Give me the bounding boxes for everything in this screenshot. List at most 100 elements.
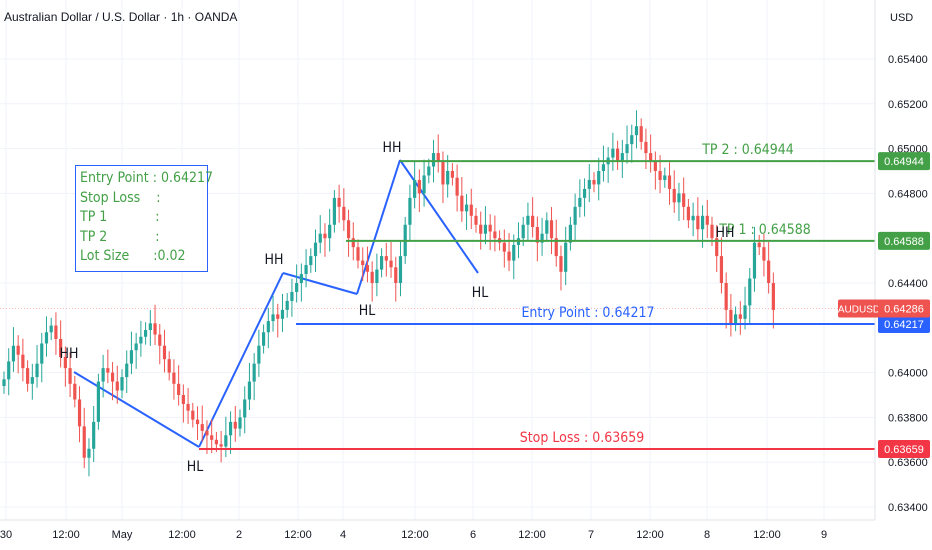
candle-body: [380, 256, 384, 270]
candle-body: [243, 399, 247, 418]
candle-body: [464, 204, 469, 212]
candle-body: [422, 175, 426, 194]
candle-body: [172, 372, 176, 384]
price-tick-label: 0.63800: [888, 412, 928, 424]
candle-body: [620, 153, 624, 163]
time-tick-label: 12:00: [753, 529, 781, 541]
time-tick-label: 12:00: [52, 529, 80, 541]
time-tick-label: 12:00: [636, 529, 664, 541]
candle-body: [531, 215, 535, 227]
candle-body: [649, 153, 653, 163]
candle-body: [219, 444, 223, 447]
candle-body: [181, 395, 185, 404]
price-tag-bg-tp2: [878, 152, 930, 171]
candle-body: [601, 164, 606, 171]
candle-body: [346, 220, 351, 239]
candle-body: [120, 377, 124, 391]
pattern-label: HL: [187, 459, 204, 475]
candle-body: [436, 153, 440, 163]
price-tag-tp1: 0.64588: [884, 236, 924, 248]
price-axis[interactable]: 0.654000.652000.650000.648000.644000.640…: [838, 0, 932, 520]
candle-body: [634, 126, 639, 136]
candle-body: [748, 278, 752, 306]
candle-body: [762, 247, 766, 261]
time-tick-label: 2: [236, 529, 242, 541]
candle-body: [295, 283, 299, 292]
candle-body: [177, 383, 181, 395]
pattern-label: HH: [383, 140, 402, 156]
candle-body: [431, 153, 436, 167]
candle-body: [384, 256, 388, 261]
swing-segment: [399, 159, 479, 274]
pattern-label: HH: [265, 252, 284, 268]
candle-body: [398, 256, 403, 283]
pattern-label: HH: [60, 346, 79, 362]
time-tick-label: 9: [821, 529, 827, 541]
candle-body: [92, 421, 96, 449]
candle-body: [408, 197, 412, 225]
candle-body: [247, 381, 252, 400]
candle-body: [153, 323, 157, 335]
candle-body: [162, 345, 167, 360]
candle-body: [73, 383, 77, 400]
candle-body: [299, 274, 303, 283]
candle-body: [568, 224, 572, 243]
swing-segment: [73, 371, 200, 448]
swing-segment: [282, 272, 358, 295]
candle-body: [365, 265, 370, 272]
candle-body: [493, 231, 497, 239]
price-tick-label: 0.65200: [888, 99, 928, 111]
candle-body: [441, 162, 445, 185]
candle-body: [469, 204, 473, 216]
candle-body: [512, 244, 516, 261]
time-tick-label: 12:00: [401, 529, 429, 541]
price-tick-label: 0.63600: [888, 457, 928, 469]
candle-body: [148, 323, 152, 331]
time-tick-label: 12:00: [518, 529, 546, 541]
candle-body: [389, 260, 393, 268]
candle-body: [257, 345, 261, 364]
candle-body: [82, 426, 86, 458]
time-tick-label: 6: [470, 529, 476, 541]
candle-body: [724, 283, 728, 310]
candle-body: [771, 283, 775, 310]
trade-info-box[interactable]: Entry Point : 0.64217 Stop Loss : TP 1 :…: [75, 165, 213, 272]
currency-label[interactable]: USD: [890, 12, 914, 24]
candle-body: [328, 224, 332, 239]
time-tick-label: 7: [588, 529, 594, 541]
current-price-tag: 0.64286: [884, 304, 924, 316]
current-price-tag-bg: [878, 299, 930, 318]
candle-body: [26, 368, 30, 384]
info-line-tp2: TP 2 :: [80, 228, 160, 245]
candle-body: [40, 343, 44, 364]
candle-body: [101, 368, 105, 382]
candle-body: [96, 381, 100, 422]
price-tick-label: 0.63400: [888, 502, 928, 514]
candle-body: [134, 343, 138, 351]
candle-body: [195, 419, 200, 425]
candle-body: [767, 260, 771, 283]
candle-body: [691, 215, 695, 221]
candle-body: [356, 247, 360, 261]
candle-body: [304, 265, 308, 275]
time-tick-label: May: [112, 529, 133, 541]
price-axis-bg: [875, 0, 932, 520]
candle-body: [540, 233, 544, 243]
candle-body: [479, 224, 483, 234]
candle-body: [280, 309, 285, 319]
candle-body: [332, 197, 336, 225]
pattern-label: HL: [472, 285, 489, 301]
candle-body: [715, 238, 719, 257]
time-axis[interactable]: 30 12:00 May 12:00 2 12:00 4 12:00 6 12:00 7 12:00 8…: [0, 519, 875, 541]
candle-body: [11, 345, 16, 362]
candle-body: [285, 300, 289, 310]
swing-segment: [198, 272, 284, 448]
candle-body: [191, 410, 195, 420]
candle-body: [639, 126, 643, 142]
candle-body: [526, 215, 530, 225]
candle-body: [630, 135, 634, 145]
candle-body: [342, 206, 346, 221]
candle-body: [351, 238, 355, 248]
candle-body: [54, 325, 58, 339]
